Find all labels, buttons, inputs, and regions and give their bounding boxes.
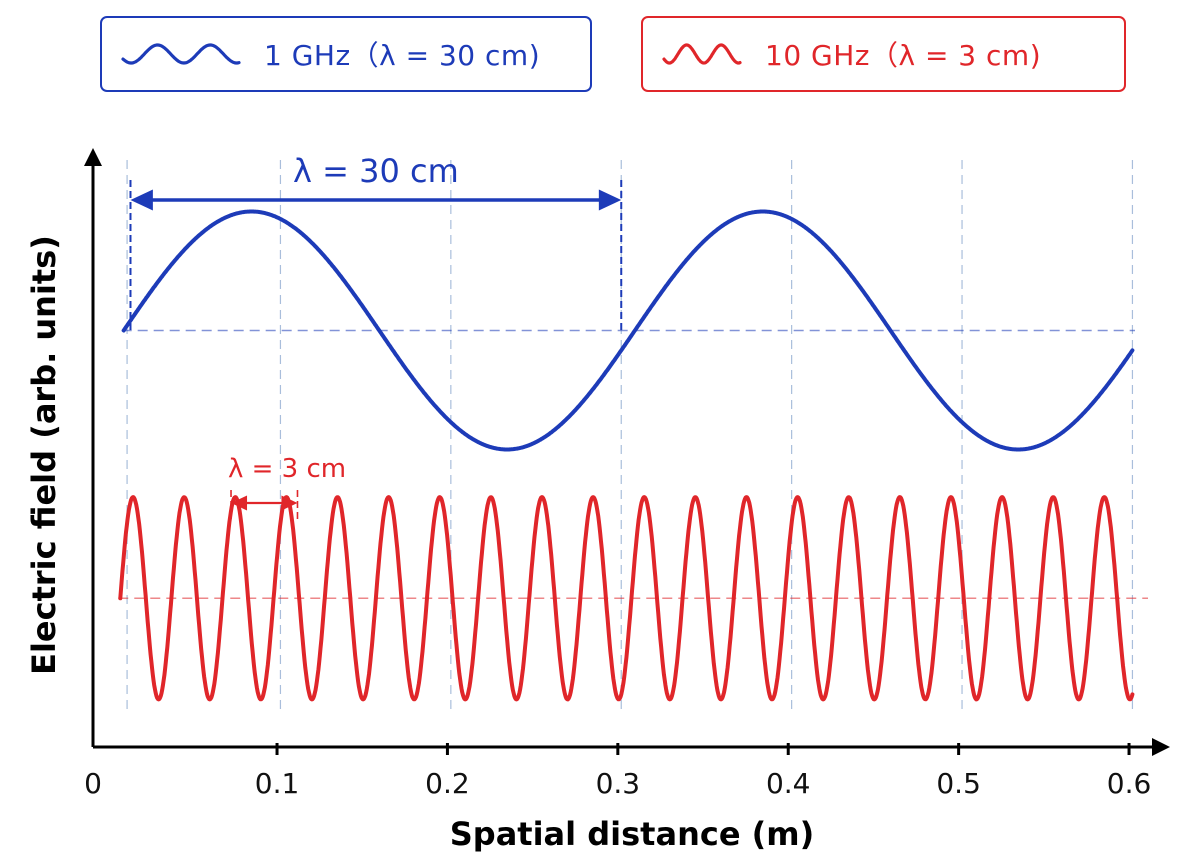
series-line bbox=[118, 495, 1135, 702]
series-line bbox=[121, 209, 1135, 452]
y-axis-title: Electric field (arb. units) bbox=[25, 235, 63, 675]
x-axis-title: Spatial distance (m) bbox=[450, 815, 815, 853]
annotations: λ = 30 cm λ = 3 cm bbox=[129, 152, 623, 520]
x-tick-label: 0.6 bbox=[1107, 767, 1152, 800]
x-tick-label: 0.4 bbox=[766, 767, 811, 800]
axes bbox=[84, 148, 1170, 756]
wavelength-label: λ = 30 cm bbox=[293, 152, 459, 190]
wavelength-label: λ = 3 cm bbox=[228, 454, 346, 484]
y-axis-arrowhead bbox=[84, 148, 102, 166]
x-axis-arrowhead bbox=[1152, 738, 1170, 756]
x-tick-label: 0.2 bbox=[425, 767, 470, 800]
x-tick-label: 0.1 bbox=[255, 767, 300, 800]
wave-icon bbox=[121, 43, 241, 65]
wavelength-arrowhead bbox=[281, 495, 298, 511]
legend-label-1ghz: 1 GHz（λ = 30 cm) bbox=[264, 39, 541, 72]
wave-icon bbox=[662, 43, 742, 65]
x-tick-label: 0.5 bbox=[936, 767, 981, 800]
wavelength-arrowhead bbox=[598, 189, 622, 211]
x-ticks: 0 0.1 0.2 0.3 0.4 0.5 0.6 bbox=[84, 743, 1151, 800]
legend-label-10ghz: 10 GHz（λ = 3 cm) bbox=[765, 39, 1042, 72]
x-tick-label: 0 bbox=[84, 767, 102, 800]
wavelength-arrowhead bbox=[231, 495, 248, 511]
legend-item-1ghz: 1 GHz（λ = 30 cm) bbox=[100, 16, 592, 92]
wavelength-arrowhead bbox=[130, 189, 153, 211]
legend-item-10ghz: 10 GHz（λ = 3 cm) bbox=[641, 16, 1126, 92]
x-tick-label: 0.3 bbox=[596, 767, 641, 800]
